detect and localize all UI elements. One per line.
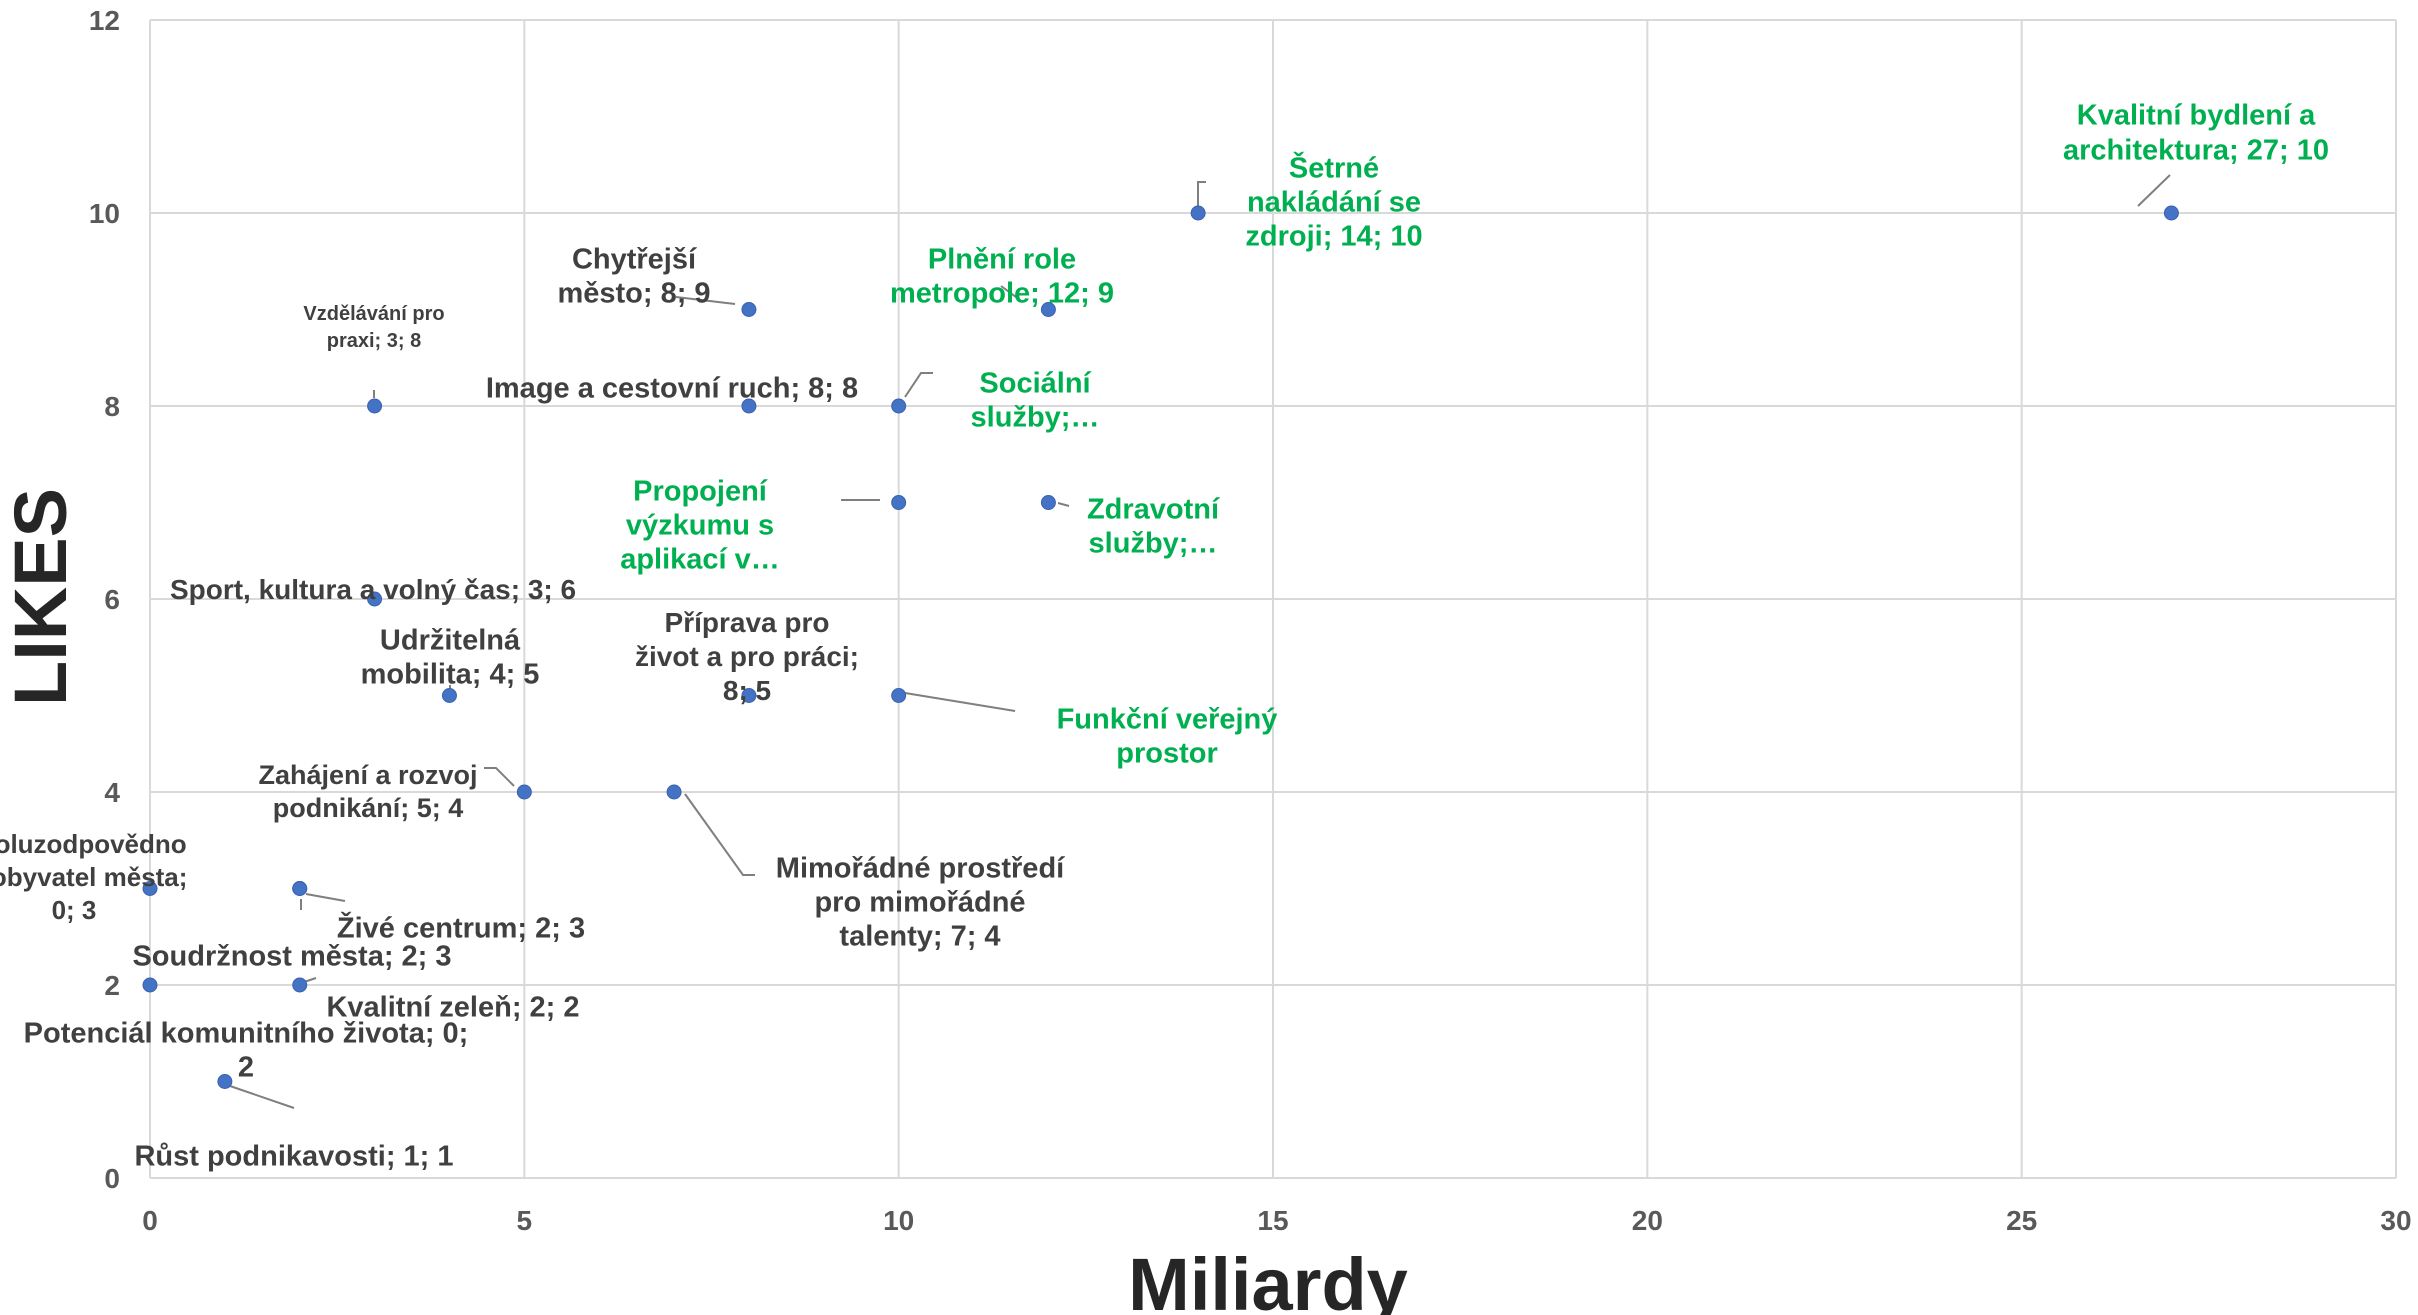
leader-line <box>675 296 736 305</box>
data-label: 8; 5 <box>723 675 771 706</box>
data-label: Kvalitní zeleň; 2; 2 <box>326 992 579 1024</box>
x-tick-label: 30 <box>2380 1205 2411 1236</box>
y-tick-label: 0 <box>104 1163 120 1194</box>
data-label: služby;… <box>971 402 1100 434</box>
data-point <box>891 398 907 414</box>
data-point <box>441 688 457 703</box>
data-label: život a pro práci; <box>635 641 859 672</box>
grid-lines <box>149 19 2397 1179</box>
data-point <box>292 881 308 896</box>
data-label: pro mimořádné <box>814 887 1025 919</box>
y-tick-label: 8 <box>104 391 120 422</box>
x-tick-label: 20 <box>1632 1205 1663 1236</box>
y-tick-label: 4 <box>104 777 120 808</box>
data-label: 2 <box>238 1052 254 1084</box>
data-label: st obyvatel města; <box>0 862 187 892</box>
leader-line <box>1197 181 1206 206</box>
data-label: Image a cestovní ruch; 8; 8 <box>486 373 858 405</box>
x-tick-label: 5 <box>517 1205 533 1236</box>
data-point <box>367 591 383 607</box>
data-point <box>142 977 158 993</box>
data-label: Udržitelná <box>380 625 521 657</box>
axis-ticks: 0 5 10 15 20 25 30 0 2 4 6 8 10 12 <box>89 5 2412 1236</box>
data-label: Živé centrum; 2; 3 <box>337 911 585 945</box>
data-label: Růst podnikavosti; 1; 1 <box>134 1141 453 1173</box>
data-label: praxi; 3; 8 <box>327 330 421 352</box>
y-axis-title: LIKES <box>0 488 82 706</box>
y-tick-label: 2 <box>104 970 120 1001</box>
data-label: Šetrné <box>1289 151 1379 185</box>
data-point <box>2163 205 2179 221</box>
data-label: Propojení <box>633 476 768 508</box>
data-label: Vzdělávání pro <box>303 303 444 325</box>
data-label: služby;… <box>1089 528 1218 560</box>
label-leader-lines <box>229 174 2171 1109</box>
data-point <box>292 977 308 993</box>
y-tick-label: 12 <box>89 5 120 36</box>
y-tick-label: 10 <box>89 198 120 229</box>
x-axis-title: Miliardy <box>1128 1243 1408 1315</box>
data-point <box>1040 302 1056 317</box>
leader-line <box>904 692 1016 712</box>
data-label: Příprava pro <box>665 607 830 638</box>
data-label: Plnění role <box>928 244 1076 276</box>
leader-line <box>1000 285 1021 301</box>
data-points <box>142 205 2179 1089</box>
data-point <box>1190 205 1206 221</box>
data-label: talenty; 7; 4 <box>839 921 1000 953</box>
data-label: 0; 3 <box>52 895 97 925</box>
leader-line <box>484 767 515 787</box>
data-point <box>1040 495 1056 510</box>
leader-line <box>904 372 933 398</box>
data-label: metropole; 12; 9 <box>890 278 1114 310</box>
data-label: nakládání se <box>1247 187 1421 219</box>
data-label: Zahájení a rozvoj <box>258 760 477 790</box>
data-label: výzkumu s <box>626 510 774 542</box>
data-point <box>891 495 907 510</box>
data-label: Spoluzodpovědno <box>0 829 187 859</box>
x-tick-label: 0 <box>142 1205 158 1236</box>
data-label: zdroji; 14; 10 <box>1245 221 1422 253</box>
leader-line <box>2137 174 2171 207</box>
data-point <box>367 398 383 414</box>
data-point <box>741 688 757 703</box>
data-label: město; 8; 9 <box>557 278 710 310</box>
data-label: Potenciál komunitního života; 0; <box>24 1018 469 1050</box>
data-label: podnikání; 5; 4 <box>273 793 464 823</box>
data-point <box>741 302 757 317</box>
data-point <box>516 784 532 800</box>
x-tick-label: 25 <box>2006 1205 2037 1236</box>
data-label: Soudržnost města; 2; 3 <box>132 941 451 973</box>
data-label: Sport, kultura a volný čas; 3; 6 <box>170 574 576 605</box>
data-label: prostor <box>1116 738 1218 770</box>
data-point <box>741 398 757 414</box>
data-point <box>666 784 682 800</box>
leader-line <box>305 893 346 902</box>
data-point <box>217 1074 233 1089</box>
leader-line <box>684 793 755 876</box>
y-tick-label: 6 <box>104 584 120 615</box>
data-label: Mimořádné prostředí <box>776 853 1065 885</box>
data-label: Chytřejší <box>572 244 697 276</box>
data-label: aplikací v… <box>620 544 780 576</box>
data-label: architektura; 27; 10 <box>2063 135 2329 167</box>
data-point <box>891 688 907 703</box>
data-label: Funkční veřejný <box>1057 704 1278 736</box>
data-label: Zdravotní <box>1087 494 1220 526</box>
data-point <box>142 881 158 896</box>
data-label: mobilita; 4; 5 <box>361 659 540 691</box>
x-tick-label: 10 <box>883 1205 914 1236</box>
leader-line <box>229 1085 295 1109</box>
data-label: Sociální <box>979 368 1091 400</box>
data-label: Kvalitní bydlení a <box>2077 100 2316 132</box>
x-tick-label: 15 <box>1257 1205 1288 1236</box>
leader-line <box>1057 502 1070 507</box>
